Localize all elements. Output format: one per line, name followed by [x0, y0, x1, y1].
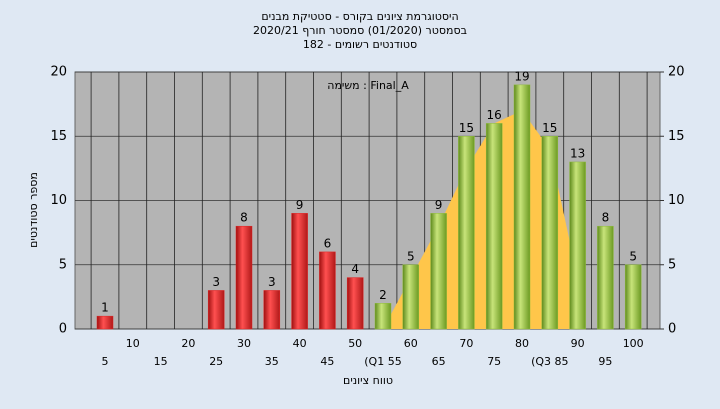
data-label: 8: [602, 211, 610, 225]
x-tick-label: 25: [209, 355, 223, 368]
data-label: 3: [268, 275, 276, 289]
x-axis-label: טווח ציונים: [343, 374, 393, 387]
data-label: 9: [296, 198, 304, 212]
x-tick-label: 95: [598, 355, 612, 368]
bar: [485, 123, 503, 330]
data-label: 16: [487, 108, 502, 122]
data-label: 19: [514, 69, 529, 83]
y2-tick-label: 20: [668, 65, 685, 80]
bar: [541, 136, 559, 330]
data-label: 13: [570, 146, 585, 160]
x-tick-label: 45: [320, 355, 334, 368]
x-tick-label: 10: [126, 337, 140, 350]
x-tick-label: 100: [623, 337, 644, 350]
y-axis-label: מספר סטודנטים: [27, 172, 40, 248]
y-tick-label: 10: [50, 193, 67, 208]
data-label: 15: [542, 121, 557, 135]
y2-tick-label: 0: [668, 322, 676, 337]
bar: [263, 290, 281, 330]
x-tick-label: 50: [348, 337, 362, 350]
x-tick-label: (Q1 55: [364, 355, 401, 368]
data-label: 3: [212, 275, 220, 289]
x-tick-label: 5: [102, 355, 109, 368]
x-tick-label: (Q3 85: [531, 355, 568, 368]
data-label: 9: [435, 198, 443, 212]
bar: [402, 264, 420, 330]
y-tick-label: 20: [50, 65, 67, 80]
data-label: 15: [459, 121, 474, 135]
annotation: משימה : Final_A: [327, 79, 409, 92]
y2-tick-label: 15: [668, 129, 685, 144]
bar: [458, 136, 475, 330]
bar: [207, 290, 225, 330]
x-tick-label: 30: [237, 337, 251, 350]
bar: [513, 84, 531, 330]
data-label: 1: [101, 301, 109, 315]
chart-title: היסטוגרמת ציונים בקורס - סטטיקת מבנים: [261, 10, 458, 23]
x-tick-label: 80: [515, 337, 529, 350]
chart-subtitle: בסמסטר (01/2020) סמסטר חורף 2020/21: [253, 24, 467, 37]
bar: [346, 277, 364, 330]
data-label: 5: [407, 249, 415, 263]
bar: [291, 213, 308, 330]
bar: [235, 225, 253, 330]
bar: [96, 315, 114, 330]
x-tick-label: 65: [432, 355, 446, 368]
y-tick-label: 0: [59, 322, 67, 337]
x-tick-label: 90: [571, 337, 585, 350]
y-tick-label: 15: [50, 129, 67, 144]
bar: [430, 213, 447, 330]
data-label: 5: [629, 249, 637, 263]
x-tick-label: 75: [487, 355, 501, 368]
data-label: 8: [240, 211, 248, 225]
bar: [624, 264, 642, 330]
data-label: 4: [351, 262, 359, 276]
y-tick-label: 5: [59, 257, 67, 272]
x-tick-label: 15: [154, 355, 168, 368]
bar: [319, 251, 336, 330]
bar: [569, 161, 586, 330]
bar: [374, 303, 392, 330]
data-label: 2: [379, 288, 387, 302]
y2-tick-label: 10: [668, 193, 685, 208]
y2-tick-label: 5: [668, 257, 676, 272]
x-tick-label: 40: [293, 337, 307, 350]
x-tick-label: 70: [459, 337, 473, 350]
x-tick-label: 60: [404, 337, 418, 350]
x-tick-label: 20: [181, 337, 195, 350]
bar: [597, 225, 614, 330]
chart-subtitle: סטודנטים רשומים - 182: [303, 38, 417, 51]
data-label: 6: [324, 236, 332, 250]
x-tick-label: 35: [265, 355, 279, 368]
